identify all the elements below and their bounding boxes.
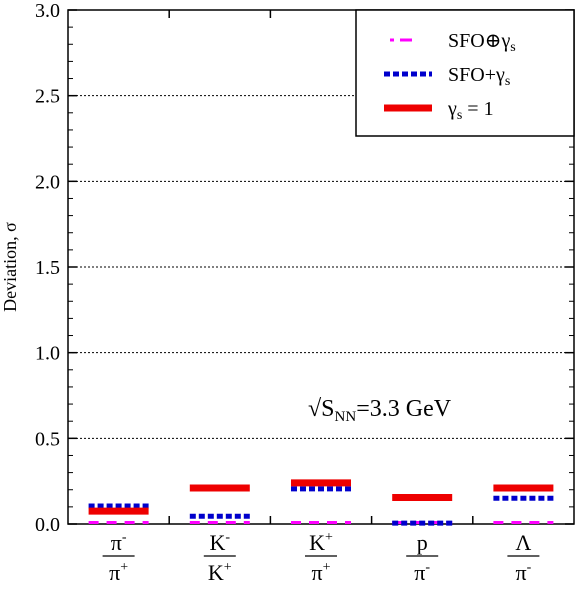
y-tick-label: 3.0 — [35, 0, 60, 22]
y-tick-label: 1.5 — [35, 257, 60, 279]
y-tick-label: 0.0 — [35, 514, 60, 536]
y-axis-label: Deviation, σ — [0, 222, 20, 312]
category-label-0: π-π+ — [102, 530, 135, 585]
legend-label-0: SFO⊕γs — [448, 30, 516, 55]
y-tick-label: 2.0 — [35, 171, 60, 193]
category-label-1: K- K+ — [203, 530, 236, 585]
category-denominator: π- — [516, 560, 532, 585]
y-tick-label: 1.0 — [35, 343, 60, 365]
category-denominator: π- — [414, 560, 430, 585]
annotation-suffix: =3.3 GeV — [356, 396, 452, 422]
category-labels: π-π+K-K+K+π+pπ-Λπ- — [102, 530, 540, 585]
annotation-sub: NN — [335, 409, 357, 425]
annotation-main: √S — [308, 396, 335, 422]
legend-label-2: γs = 1 — [447, 98, 494, 123]
category-denominator: π+ — [311, 560, 330, 585]
y-axis-ticks: 0.0 0.5 1.0 1.5 2.0 2.5 3.0 — [35, 0, 574, 536]
legend-box — [355, 9, 575, 137]
energy-annotation: √SNN=3.3 GeV — [308, 396, 452, 425]
category-numerator: π- — [111, 530, 127, 555]
category-denominator: K+ — [208, 560, 232, 585]
data-marks — [88, 479, 554, 526]
category-numerator: p — [417, 530, 428, 555]
category-numerator: Λ — [515, 530, 531, 555]
legend: SFO⊕γs SFO+γs γs = 1 — [355, 9, 575, 137]
category-label-2: K+ π+ — [305, 530, 337, 585]
category-denominator: π+ — [109, 560, 128, 585]
y-tick-label: 2.5 — [35, 86, 60, 108]
category-numerator: K+ — [309, 530, 333, 555]
category-label-4: Λπ- — [507, 530, 540, 585]
grid-lines — [68, 95, 574, 439]
legend-label-1: SFO+γs — [448, 64, 510, 89]
category-numerator: K- — [210, 530, 231, 555]
category-label-3: p π- — [406, 530, 439, 585]
y-tick-label: 0.5 — [35, 428, 60, 450]
